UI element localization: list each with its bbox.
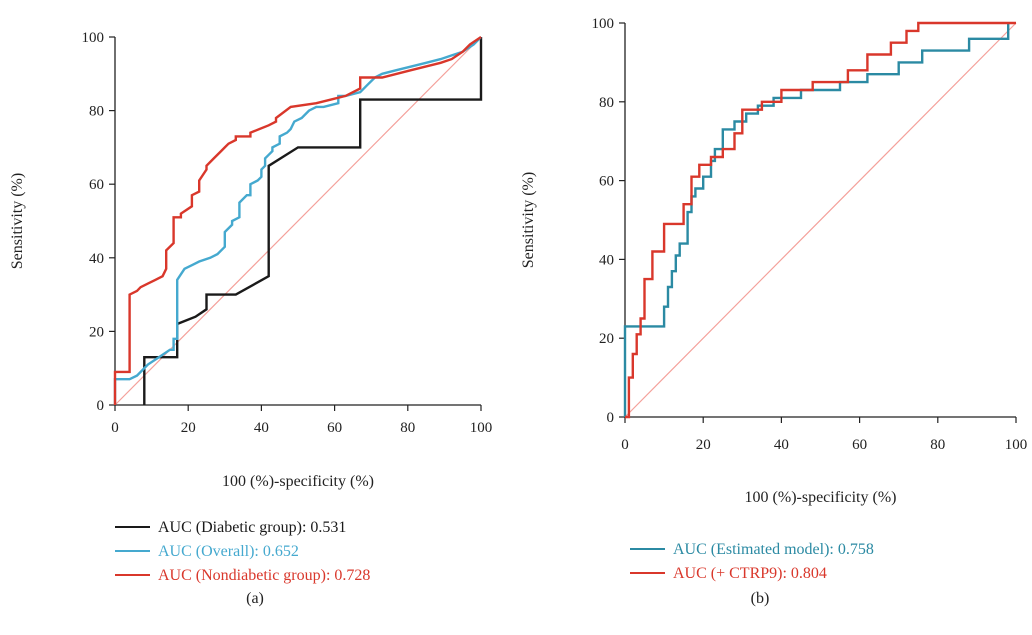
- y-tick-label: 60: [89, 177, 104, 193]
- y-axis-label: Sensitivity (%): [9, 173, 26, 269]
- y-axis-label: Sensitivity (%): [520, 172, 537, 268]
- x-tick-label: 20: [181, 420, 196, 436]
- roc-curve-series-2: [113, 36, 482, 405]
- y-tick-label: 0: [607, 410, 615, 426]
- roc-curve-series-1: [623, 23, 1010, 417]
- legend-label-1: AUC (Diabetic group): 0.531: [158, 519, 346, 536]
- x-axis-label: 100 (%)-specificity (%): [222, 473, 374, 490]
- legend-label-1: AUC (Estimated model): 0.758: [673, 541, 874, 558]
- panel-label: (b): [751, 590, 770, 607]
- x-tick-label: 80: [930, 437, 945, 453]
- roc-curve-series-1: [143, 37, 483, 405]
- y-tick-label: 40: [599, 252, 614, 268]
- y-tick-label: 100: [592, 16, 615, 32]
- y-tick-label: 20: [599, 331, 614, 347]
- roc-curve-series-2: [625, 21, 1016, 419]
- x-tick-label: 100: [470, 420, 493, 436]
- y-tick-label: 80: [89, 104, 104, 120]
- reference-diagonal-line: [624, 22, 1017, 418]
- y-tick-label: 60: [599, 174, 614, 190]
- y-tick-label: 100: [82, 30, 105, 46]
- legend-label-2: AUC (Overall): 0.652: [158, 543, 299, 560]
- x-tick-label: 40: [774, 437, 789, 453]
- x-tick-label: 80: [400, 420, 415, 436]
- legend-label-3: AUC (Nondiabetic group): 0.728: [158, 567, 370, 584]
- x-axis-label: 100 (%)-specificity (%): [745, 489, 897, 506]
- panel-b-roc-chart: 0 20 40 60 80 100 0 20 40 60 80 100 Sensitivity (%) 1…: [520, 16, 1027, 607]
- y-tick-label: 40: [89, 251, 104, 267]
- x-tick-label: 60: [852, 437, 867, 453]
- x-tick-label: 100: [1005, 437, 1028, 453]
- y-tick-label: 0: [97, 398, 105, 414]
- x-tick-label: 0: [111, 420, 119, 436]
- x-tick-label: 40: [254, 420, 269, 436]
- roc-curve-series-3: [113, 36, 482, 405]
- x-tick-label: 0: [621, 437, 629, 453]
- legend-label-2: AUC (+ CTRP9): 0.804: [673, 565, 827, 582]
- x-tick-label: 20: [696, 437, 711, 453]
- panel-label: (a): [246, 590, 264, 607]
- panel-a-roc-chart: 0 20 40 60 80 100 0 20 40 60 80 100 Sensitivity (%) 1…: [9, 30, 492, 607]
- y-tick-label: 20: [89, 324, 104, 340]
- y-tick-label: 80: [599, 95, 614, 111]
- x-tick-label: 60: [327, 420, 342, 436]
